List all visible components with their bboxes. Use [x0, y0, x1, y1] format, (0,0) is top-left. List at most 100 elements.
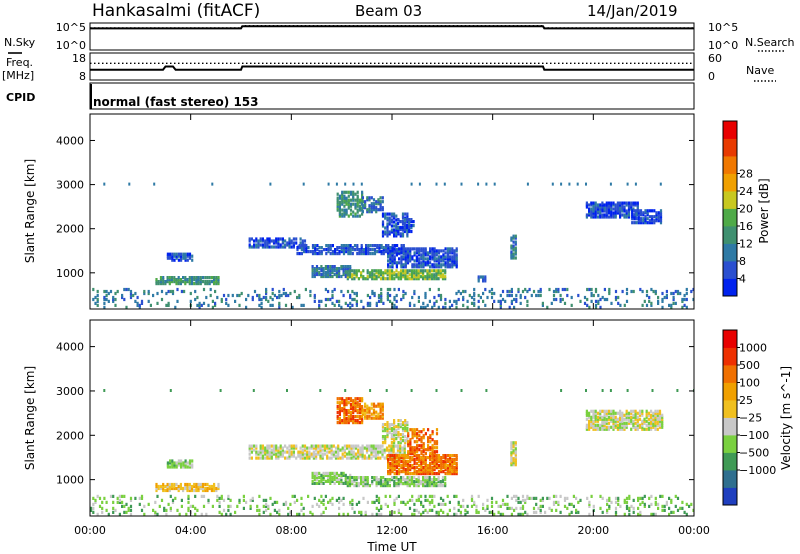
power-cell-70 — [177, 280, 180, 284]
power-cell-253 — [318, 246, 321, 250]
power-cell-250 — [316, 244, 319, 248]
velocity-cell-475 — [403, 448, 406, 452]
power-cell-759 — [371, 273, 374, 277]
power-cell-1577 — [276, 295, 279, 300]
velocity-cell-1588 — [643, 421, 646, 425]
velocity-cell-274 — [312, 444, 315, 448]
velocity-cell-1503 — [616, 411, 619, 415]
velocity-cell-785 — [331, 475, 334, 479]
power-cell-171 — [272, 245, 276, 249]
velocity-cell-1645 — [658, 417, 662, 421]
power-cell-932 — [343, 204, 346, 208]
power-cell-779 — [382, 275, 385, 279]
velocity-cell-1288 — [413, 430, 416, 434]
power-cell-1806 — [537, 293, 540, 298]
velocity-cell-638 — [431, 472, 434, 476]
velocity-cell-1272 — [411, 452, 414, 456]
velocity-cell-928 — [406, 476, 409, 480]
velocity-cell-427 — [381, 450, 384, 454]
power-cell-1907 — [670, 305, 673, 309]
power-cell-47 — [162, 282, 165, 286]
velocity-cell-1895 — [389, 494, 392, 498]
power-cell-1092 — [393, 228, 396, 232]
power-cell-494 — [418, 257, 421, 261]
power-cell-1597 — [300, 303, 303, 307]
velocity-cell-2088 — [588, 504, 591, 508]
power-cell-877 — [433, 273, 436, 277]
power-cell-1533 — [214, 301, 217, 305]
velocity-cell-464 — [399, 448, 402, 452]
velocity-cell-1207 — [393, 431, 396, 435]
velocity-cell-194 — [275, 444, 278, 448]
velocity-cell-212 — [284, 450, 287, 454]
velocity-cell-1042 — [345, 409, 348, 413]
power-cell-882 — [435, 271, 438, 275]
power-cell-923 — [341, 198, 344, 202]
velocity-cell-1090 — [356, 409, 359, 413]
velocity-cell-1307 — [420, 444, 423, 448]
velocity-cell-1257 — [407, 450, 410, 454]
velocity-cell-2108 — [614, 510, 618, 514]
velocity-cell-1267 — [409, 444, 412, 448]
power-cell-1005 — [361, 200, 364, 204]
velocity-cell-78 — [184, 484, 187, 489]
velocity-cell-591 — [418, 464, 421, 468]
noise-ytick-left-bottom: 10^0 — [56, 39, 86, 52]
velocity-cell-775 — [327, 473, 330, 477]
beam-label: Beam 03 — [355, 2, 422, 20]
velocity-cell-106 — [201, 486, 205, 491]
power-ytick-label: 1000 — [56, 267, 84, 280]
power-cell-531 — [429, 261, 432, 265]
velocity-cell-70 — [177, 486, 180, 491]
power-cell-1310 — [616, 201, 619, 205]
velocity-cell-1987 — [477, 494, 480, 498]
velocity-cell-1620 — [652, 413, 655, 417]
velocity-cell-1007 — [338, 421, 341, 425]
power-cell-969 — [354, 214, 357, 218]
velocity-cell-582 — [415, 470, 418, 474]
velocity-cell-1277 — [411, 434, 414, 438]
velocity-cell-968 — [428, 482, 431, 486]
power-cell-1820 — [555, 289, 558, 294]
power-cell-1694 — [411, 295, 414, 300]
power-cell-1528 — [209, 293, 212, 298]
velocity-cell-298 — [323, 446, 326, 450]
velocity-cell-600 — [420, 464, 423, 468]
power-cell-460 — [406, 253, 410, 257]
velocity-cell-1518 — [621, 419, 624, 423]
power-cell-1574 — [271, 291, 274, 296]
power-cell-222 — [298, 246, 301, 250]
velocity-cell-1181 — [384, 427, 387, 431]
power-cell-713 — [346, 269, 350, 273]
power-cell-1831 — [566, 293, 569, 298]
power-cell-784 — [384, 269, 387, 273]
velocity-cell-105 — [201, 488, 205, 493]
power-cell-397 — [389, 261, 392, 265]
power-cell-1502 — [167, 303, 170, 307]
velocity-cell-695 — [444, 454, 447, 458]
velocity-cell-140 — [255, 456, 258, 460]
power-cell-1493 — [147, 289, 150, 294]
power-cell-224 — [300, 252, 303, 256]
power-cell-1681 — [393, 295, 396, 300]
velocity-cell-1124 — [364, 402, 367, 406]
velocity-cell-1221 — [397, 433, 400, 437]
power-cell-160 — [266, 245, 269, 249]
power-cell-1026 — [370, 196, 373, 200]
velocity-cell-309 — [330, 456, 333, 460]
power-cell-1521 — [198, 303, 201, 307]
power-cell-883 — [435, 269, 438, 273]
velocity-cell-196 — [277, 454, 280, 458]
velocity-cell-763 — [320, 473, 323, 477]
velocity-cell-1739 — [187, 496, 190, 500]
power-cell-166 — [268, 241, 271, 245]
power-cell-1695 — [413, 303, 416, 307]
power-cell-753 — [366, 269, 369, 273]
velocity-cell-67 — [175, 486, 178, 491]
velocity-cell-1892 — [386, 504, 389, 508]
velocity-cell-1403 — [590, 421, 593, 425]
velocity-cell-1310 — [420, 436, 423, 440]
power-cell-667 — [327, 272, 330, 277]
power-cell-1662 — [380, 297, 383, 302]
power-cell-147 — [257, 241, 260, 245]
